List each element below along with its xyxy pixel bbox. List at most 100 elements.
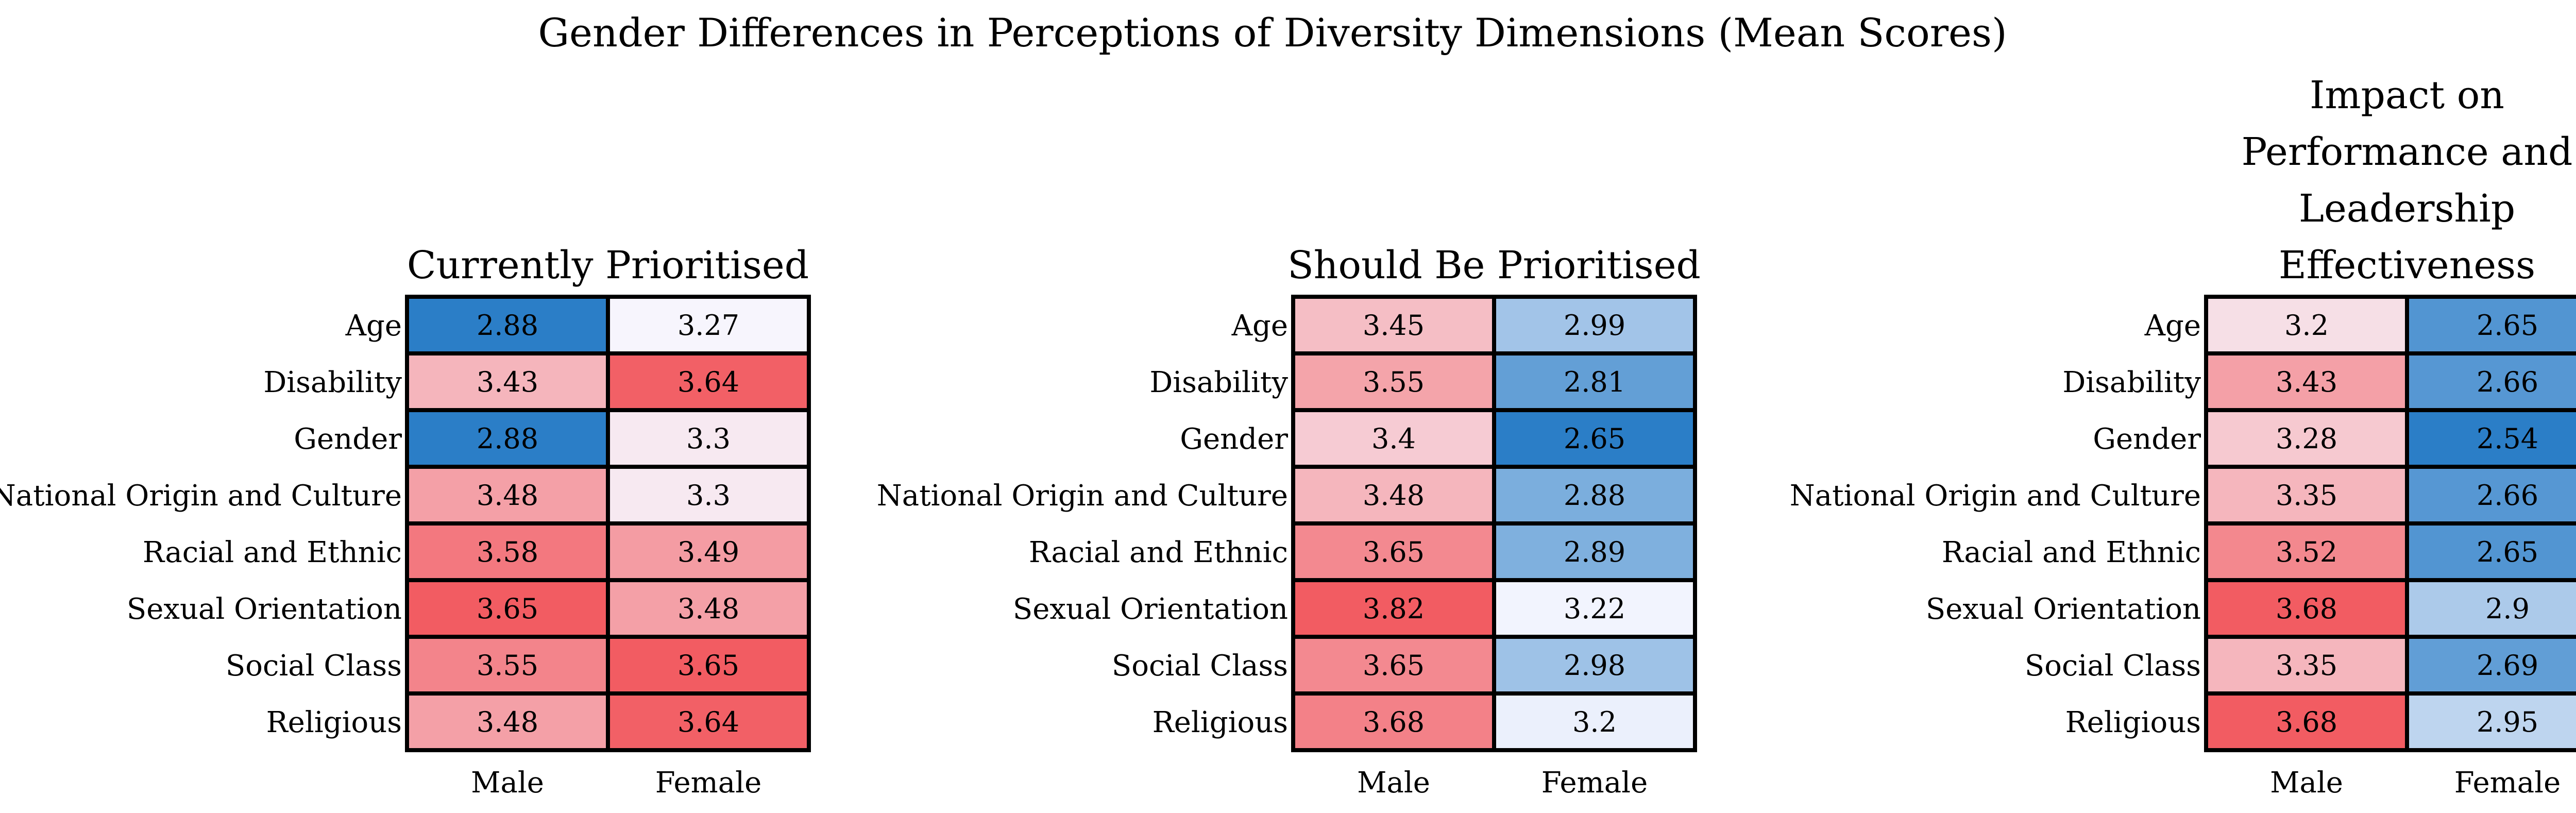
cell-value-label: 3.82 bbox=[1363, 592, 1425, 625]
row-label-national-origin-and-culture: National Origin and Culture bbox=[1790, 479, 2201, 513]
panel-title: Performance and bbox=[2242, 130, 2573, 174]
row-label-racial-and-ethnic: Racial and Ethnic bbox=[143, 536, 402, 569]
heatmap-cell bbox=[606, 521, 811, 582]
row-label-age: Age bbox=[1231, 309, 1288, 343]
heatmap-cell bbox=[2204, 465, 2409, 526]
cell-value-label: 3.27 bbox=[677, 309, 739, 342]
cell-value-label: 3.2 bbox=[1572, 706, 1617, 738]
heatmap-border bbox=[1291, 295, 1697, 752]
heatmap-cell bbox=[1492, 635, 1697, 696]
cell-value-label: 2.65 bbox=[2477, 536, 2538, 568]
row-label-sexual-orientation: Sexual Orientation bbox=[127, 592, 402, 626]
column-label-male: Male bbox=[2270, 766, 2343, 800]
cell-value-label: 3.22 bbox=[1564, 592, 1625, 625]
row-label-national-origin-and-culture: National Origin and Culture bbox=[0, 479, 402, 513]
cell-value-label: 3.48 bbox=[477, 706, 538, 738]
heatmap-cell bbox=[1492, 408, 1697, 469]
panel-title: Impact on bbox=[2310, 73, 2504, 117]
cell-value-label: 2.65 bbox=[2477, 309, 2538, 342]
cell-value-label: 3.58 bbox=[477, 536, 538, 568]
row-label-sexual-orientation: Sexual Orientation bbox=[1013, 592, 1288, 626]
cell-value-label: 3.65 bbox=[1363, 536, 1425, 568]
column-label-female: Female bbox=[1541, 766, 1648, 800]
cell-value-label: 3.2 bbox=[2284, 309, 2329, 342]
row-label-disability: Disability bbox=[1149, 366, 1288, 399]
cell-value-label: 3.65 bbox=[1363, 649, 1425, 682]
cell-value-label: 3.4 bbox=[1371, 422, 1416, 455]
cell-value-label: 3.52 bbox=[2276, 536, 2337, 568]
column-label-female: Female bbox=[2454, 766, 2561, 800]
row-label-age: Age bbox=[345, 309, 402, 343]
cell-value-label: 3.64 bbox=[677, 366, 739, 398]
row-label-social-class: Social Class bbox=[2025, 649, 2201, 683]
row-label-religious: Religious bbox=[2065, 706, 2201, 739]
cell-value-label: 3.3 bbox=[686, 479, 731, 512]
cell-value-label: 3.43 bbox=[477, 366, 538, 398]
row-label-religious: Religious bbox=[1153, 706, 1288, 739]
row-label-age: Age bbox=[2144, 309, 2201, 343]
heatmap-panel-3: 3.2 2.65 3.43 2.66 3.28 2.54 3.35 2.66 3.52 2.65 3… bbox=[1790, 73, 2576, 800]
heatmap-cell bbox=[2405, 521, 2576, 582]
cell-value-label: 2.88 bbox=[477, 422, 538, 455]
cell-value-label: 2.54 bbox=[2477, 422, 2538, 455]
heatmap-cell bbox=[606, 578, 811, 639]
row-label-disability: Disability bbox=[263, 366, 402, 399]
cell-value-label: 3.68 bbox=[2276, 706, 2337, 738]
heatmap-cell bbox=[2204, 691, 2409, 752]
row-label-racial-and-ethnic: Racial and Ethnic bbox=[1942, 536, 2201, 569]
row-label-religious: Religious bbox=[266, 706, 402, 739]
cell-value-label: 3.48 bbox=[477, 479, 538, 512]
cell-value-label: 3.65 bbox=[677, 649, 739, 682]
heatmap-cell bbox=[2405, 465, 2576, 526]
heatmap-cell bbox=[2405, 691, 2576, 752]
cell-value-label: 3.64 bbox=[677, 706, 739, 738]
heatmap-cell bbox=[606, 465, 811, 526]
cell-value-label: 3.49 bbox=[677, 536, 739, 568]
cell-value-label: 3.48 bbox=[1363, 479, 1425, 512]
heatmap-panel-2: 3.45 2.99 3.55 2.81 3.4 2.65 3.48 2.88 3.65 2.89 3… bbox=[877, 243, 1701, 800]
cell-value-label: 3.55 bbox=[1363, 366, 1425, 398]
row-label-gender: Gender bbox=[1180, 422, 1288, 456]
row-label-gender: Gender bbox=[294, 422, 402, 456]
heatmap-cell bbox=[2405, 351, 2576, 412]
cell-value-label: 2.98 bbox=[1564, 649, 1625, 682]
figure-title: Gender Differences in Perceptions of Div… bbox=[538, 10, 2007, 56]
cell-value-label: 2.99 bbox=[1564, 309, 1625, 342]
cell-value-label: 3.68 bbox=[2276, 592, 2337, 625]
cell-value-label: 3.65 bbox=[477, 592, 538, 625]
heatmap-border bbox=[405, 295, 811, 752]
row-label-disability: Disability bbox=[2062, 366, 2201, 399]
heatmap-cell bbox=[1492, 351, 1697, 412]
heatmap-cell bbox=[606, 691, 811, 752]
cell-value-label: 2.66 bbox=[2477, 366, 2538, 398]
panel-title: Leadership bbox=[2299, 187, 2515, 231]
cell-value-label: 2.88 bbox=[1564, 479, 1625, 512]
cell-value-label: 2.95 bbox=[2477, 706, 2538, 738]
heatmap-panel-1: 2.88 3.27 3.43 3.64 2.88 3.3 3.48 3.3 3.58 3.49 3.… bbox=[0, 243, 811, 800]
row-label-national-origin-and-culture: National Origin and Culture bbox=[877, 479, 1288, 513]
column-label-female: Female bbox=[655, 766, 761, 800]
heatmap-cell bbox=[1492, 521, 1697, 582]
row-label-gender: Gender bbox=[2093, 422, 2201, 456]
row-label-social-class: Social Class bbox=[1112, 649, 1288, 683]
cell-value-label: 3.68 bbox=[1363, 706, 1425, 738]
row-label-racial-and-ethnic: Racial and Ethnic bbox=[1029, 536, 1288, 569]
cell-value-label: 3.35 bbox=[2276, 649, 2337, 682]
cell-value-label: 3.28 bbox=[2276, 422, 2337, 455]
cell-value-label: 3.43 bbox=[2276, 366, 2337, 398]
row-label-sexual-orientation: Sexual Orientation bbox=[1926, 592, 2201, 626]
column-label-male: Male bbox=[471, 766, 544, 800]
column-label-male: Male bbox=[1357, 766, 1430, 800]
cell-value-label: 3.45 bbox=[1363, 309, 1425, 342]
cell-value-label: 3.48 bbox=[677, 592, 739, 625]
cell-value-label: 2.65 bbox=[1564, 422, 1625, 455]
panel-title: Currently Prioritised bbox=[407, 243, 809, 287]
cell-value-label: 2.66 bbox=[2477, 479, 2538, 512]
cell-value-label: 3.55 bbox=[477, 649, 538, 682]
heatmap-cell bbox=[2405, 578, 2576, 639]
panel-title: Effectiveness bbox=[2279, 243, 2535, 287]
cell-value-label: 3.35 bbox=[2276, 479, 2337, 512]
panel-title: Should Be Prioritised bbox=[1287, 243, 1701, 287]
heatmap-border bbox=[2204, 295, 2576, 752]
